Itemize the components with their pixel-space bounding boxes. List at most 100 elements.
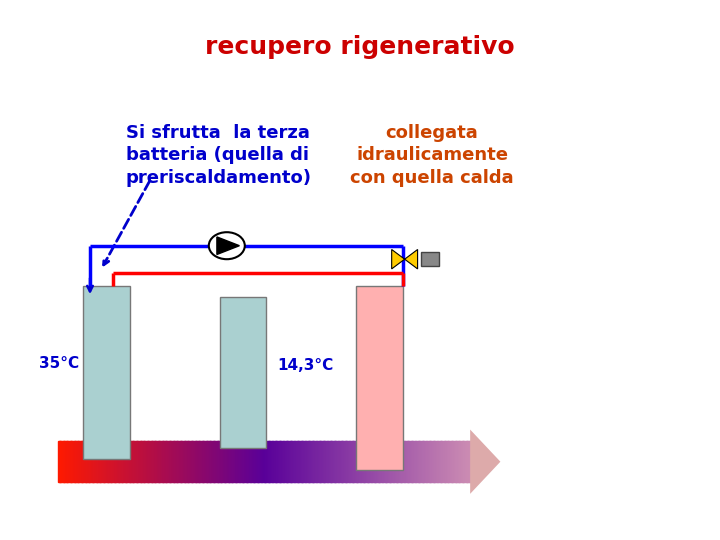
Bar bbox=[287, 442, 289, 482]
Bar bbox=[290, 442, 292, 482]
Bar bbox=[399, 442, 401, 482]
Bar bbox=[264, 442, 266, 482]
Bar bbox=[199, 442, 202, 482]
Bar bbox=[302, 442, 305, 482]
Bar bbox=[70, 442, 72, 482]
Bar bbox=[186, 442, 188, 482]
Bar bbox=[372, 442, 374, 482]
Bar bbox=[231, 442, 233, 482]
Bar bbox=[127, 442, 130, 482]
Bar bbox=[179, 442, 181, 482]
Bar bbox=[286, 442, 288, 482]
Bar bbox=[83, 286, 130, 459]
Bar bbox=[432, 442, 433, 482]
Bar bbox=[367, 442, 369, 482]
Bar bbox=[115, 442, 117, 482]
Bar bbox=[150, 442, 152, 482]
Bar bbox=[342, 442, 344, 482]
Bar bbox=[334, 442, 336, 482]
Bar bbox=[201, 442, 203, 482]
Bar bbox=[73, 442, 75, 482]
Bar bbox=[349, 442, 351, 482]
Bar bbox=[370, 442, 372, 482]
Bar bbox=[256, 442, 258, 482]
Bar bbox=[224, 442, 226, 482]
Bar bbox=[371, 442, 373, 482]
Bar bbox=[248, 442, 251, 482]
Bar bbox=[327, 442, 329, 482]
Bar bbox=[275, 442, 277, 482]
Bar bbox=[263, 442, 265, 482]
Bar bbox=[129, 442, 131, 482]
Bar bbox=[390, 442, 392, 482]
Bar bbox=[94, 442, 96, 482]
Bar bbox=[428, 442, 430, 482]
Bar bbox=[81, 442, 83, 482]
Bar bbox=[112, 442, 114, 482]
Bar bbox=[386, 442, 388, 482]
Bar bbox=[144, 442, 146, 482]
Bar bbox=[396, 442, 398, 482]
Bar bbox=[420, 442, 423, 482]
Bar bbox=[102, 442, 104, 482]
Bar bbox=[172, 442, 174, 482]
Bar bbox=[295, 442, 297, 482]
Bar bbox=[174, 442, 176, 482]
Bar bbox=[71, 442, 73, 482]
Bar bbox=[434, 442, 436, 482]
Bar bbox=[96, 442, 98, 482]
Bar bbox=[397, 442, 400, 482]
Bar bbox=[402, 442, 403, 482]
Bar bbox=[188, 442, 190, 482]
Bar bbox=[106, 442, 108, 482]
Bar bbox=[426, 442, 428, 482]
Bar bbox=[437, 442, 439, 482]
Bar bbox=[242, 442, 244, 482]
Bar bbox=[227, 442, 229, 482]
Bar bbox=[59, 442, 61, 482]
Bar bbox=[168, 442, 170, 482]
Bar bbox=[74, 442, 76, 482]
Bar bbox=[251, 442, 253, 482]
Circle shape bbox=[209, 232, 245, 259]
Bar bbox=[67, 442, 69, 482]
Bar bbox=[379, 442, 382, 482]
Bar bbox=[147, 442, 149, 482]
Bar bbox=[331, 442, 333, 482]
Bar bbox=[63, 442, 66, 482]
Bar bbox=[85, 442, 87, 482]
Bar bbox=[293, 442, 295, 482]
Bar bbox=[392, 442, 394, 482]
Bar bbox=[235, 442, 237, 482]
Bar bbox=[143, 442, 145, 482]
Bar bbox=[440, 442, 442, 482]
Bar bbox=[361, 442, 364, 482]
Bar bbox=[463, 442, 465, 482]
Bar bbox=[183, 442, 185, 482]
Bar bbox=[315, 442, 317, 482]
Bar bbox=[148, 442, 150, 482]
Bar bbox=[404, 442, 406, 482]
Bar bbox=[62, 442, 64, 482]
Bar bbox=[257, 442, 259, 482]
Bar bbox=[297, 442, 299, 482]
Bar bbox=[82, 442, 84, 482]
Bar bbox=[84, 442, 86, 482]
Bar bbox=[283, 442, 285, 482]
Bar bbox=[261, 442, 264, 482]
Bar bbox=[154, 442, 156, 482]
Bar bbox=[384, 442, 386, 482]
Bar bbox=[58, 442, 60, 482]
Bar bbox=[355, 442, 356, 482]
Polygon shape bbox=[470, 430, 500, 494]
Bar bbox=[139, 442, 141, 482]
Bar bbox=[269, 442, 271, 482]
Bar bbox=[467, 442, 469, 482]
Bar bbox=[140, 442, 143, 482]
Bar bbox=[132, 442, 134, 482]
Bar bbox=[469, 442, 471, 482]
Bar bbox=[117, 442, 119, 482]
Bar bbox=[280, 442, 282, 482]
Bar bbox=[387, 442, 390, 482]
Bar bbox=[243, 442, 246, 482]
